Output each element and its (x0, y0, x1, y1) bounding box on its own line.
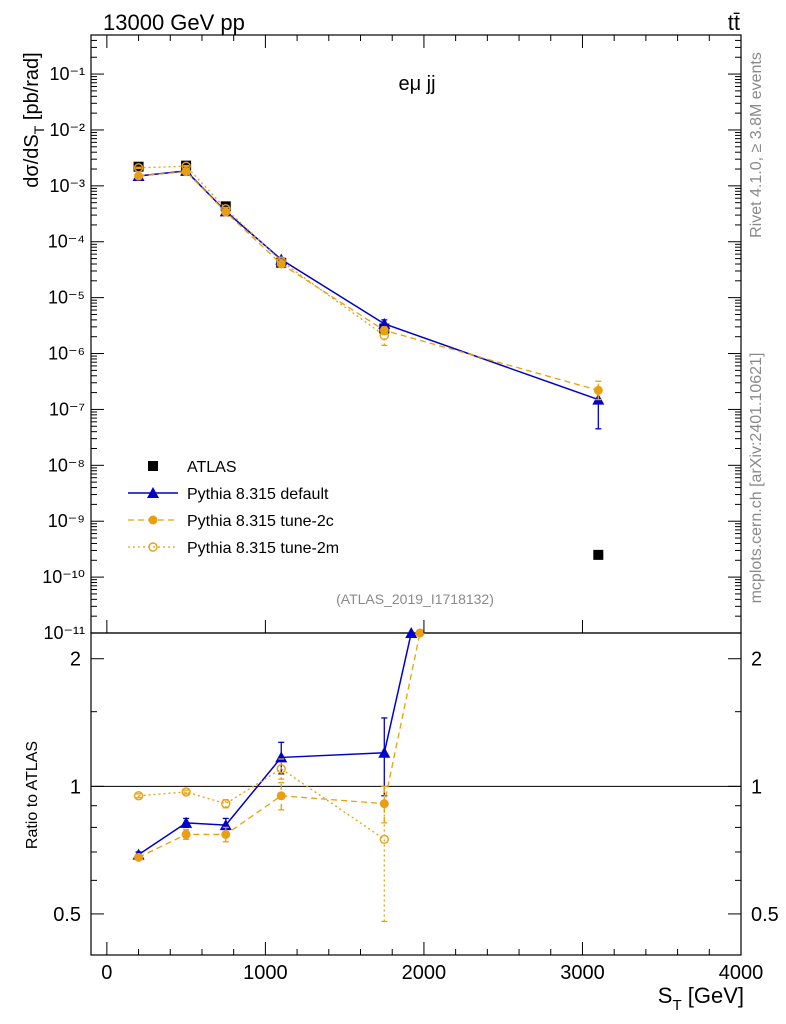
tune2c-marker (181, 829, 191, 839)
main-y-tick-label: 10⁻⁶ (48, 344, 85, 364)
series-line (138, 170, 599, 391)
ratio-y-tick-label-right: 0.5 (751, 904, 779, 926)
main-y-tick-label: 10⁻⁸ (48, 455, 85, 475)
tune2m-marker (181, 787, 191, 797)
tune2c-marker (276, 791, 286, 801)
tune2c-marker (379, 799, 389, 809)
tune2c-marker (221, 829, 231, 839)
main-y-tick-label: 10⁻⁹ (48, 511, 85, 531)
ratio-y-axis: 0.5 0.5 1 1 2 2 (53, 649, 779, 926)
legend: ATLAS Pythia 8.315 default Pythia 8.315 tu… (128, 459, 339, 557)
ratio-series-group (132, 627, 425, 923)
main-y-axis-label: dσ/dST [pb/rad] (21, 52, 47, 187)
ratio-y-tick-label: 1 (70, 776, 81, 798)
rivet-label: Rivet 4.1.0, ≥ 3.8M events (748, 52, 765, 238)
atlas-data-point (148, 461, 158, 471)
ratio-y-axis-label: Ratio to ATLAS (24, 741, 41, 849)
main-y-tick-label: 10⁻⁴ (48, 232, 85, 252)
ratio-y-tick-label-right: 2 (751, 649, 762, 671)
main-y-tick-label: 10⁻⁷ (49, 399, 85, 419)
tune2m-marker (379, 834, 389, 844)
ratio-y-tick-label-right: 1 (751, 776, 762, 798)
header-left: 13000 GeV pp (103, 10, 245, 35)
atlas-data-point (593, 549, 604, 560)
x-tick-label: 4000 (719, 962, 764, 984)
main-series-group (132, 160, 605, 560)
legend-label: ATLAS (187, 459, 237, 476)
x-tick-label: 1000 (243, 962, 288, 984)
default-marker (147, 487, 159, 498)
mcplots-label: mcplots.cern.ch [arXiv:2401.10621] (748, 353, 765, 604)
tune2c-marker (148, 515, 158, 525)
analysis-watermark: (ATLAS_2019_I1718132) (336, 591, 494, 607)
series-line (138, 768, 385, 840)
tune2c-marker (415, 628, 425, 638)
main-y-tick-label: 10⁻¹ (49, 64, 85, 84)
default-marker (378, 746, 391, 758)
default-marker (180, 816, 193, 828)
legend-label: Pythia 8.315 default (187, 486, 329, 503)
ratio-y-tick-label: 0.5 (53, 904, 81, 926)
series-line (138, 170, 599, 401)
x-tick-label: 2000 (402, 962, 447, 984)
series-line (138, 632, 412, 856)
header-right: tt̄ (728, 10, 740, 35)
tune2m-marker (379, 330, 389, 341)
tune2m-marker (133, 791, 144, 801)
default-marker (378, 317, 391, 329)
default-marker (405, 627, 418, 638)
tune2m-marker (276, 764, 286, 774)
tune2m-marker (133, 163, 144, 173)
main-y-tick-label: 10⁻¹¹ (43, 623, 85, 643)
tune2m-marker (181, 161, 191, 171)
tune2m-marker (221, 798, 231, 809)
main-y-tick-label: 10⁻² (49, 120, 85, 140)
series-line (138, 632, 421, 858)
x-axis: 0 1000 2000 3000 4000 (101, 35, 763, 984)
series-line (138, 165, 385, 337)
tune2c-marker (134, 171, 144, 181)
x-axis-label: ST [GeV] (658, 983, 744, 1014)
x-tick-label: 3000 (560, 962, 605, 984)
main-annotation: eμ jj (398, 73, 435, 95)
tune2m-marker (221, 204, 231, 214)
legend-label: Pythia 8.315 tune-2m (187, 540, 339, 557)
legend-label: Pythia 8.315 tune-2c (187, 513, 334, 530)
x-tick-label: 0 (101, 962, 112, 984)
main-y-tick-label: 10⁻⁵ (48, 288, 85, 308)
main-y-tick-label: 10⁻³ (49, 176, 85, 196)
tune2m-marker (276, 256, 286, 266)
main-y-axis: 10⁻¹¹ 10⁻¹⁰ 10⁻⁹ 10⁻⁸ 10⁻⁷ 10⁻⁶ 10⁻⁵ 10⁻⁴ 10⁻³ 10… (42, 34, 741, 643)
tune2m-marker (148, 542, 158, 552)
main-y-tick-label: 10⁻¹⁰ (42, 567, 85, 587)
tune2c-marker (593, 385, 603, 395)
default-marker (275, 751, 288, 763)
tune2c-marker (134, 852, 144, 862)
ratio-y-tick-label: 2 (70, 649, 81, 671)
